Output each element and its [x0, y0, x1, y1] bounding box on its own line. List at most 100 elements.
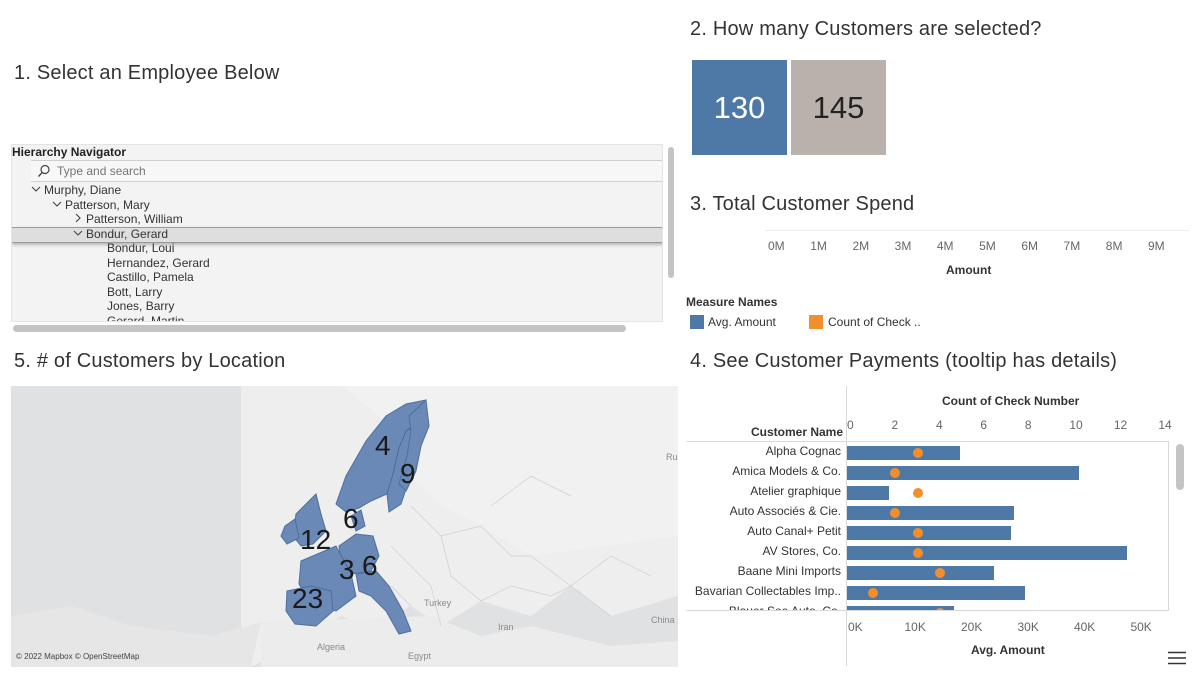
- map-count-denmark[interactable]: 6: [343, 503, 359, 534]
- avg-amount-bar[interactable]: [847, 446, 960, 460]
- map-count-switzerland[interactable]: 3: [339, 554, 355, 585]
- tree-row-label: Bondur, Loui: [107, 241, 175, 255]
- tree-row[interactable]: Bondur, Loui: [107, 241, 174, 256]
- tree-row[interactable]: Gerard, Martin: [107, 314, 184, 322]
- map-label-turkey: Turkey: [424, 598, 452, 608]
- tree-row-label: Patterson, William: [86, 212, 183, 226]
- bottom-axis-tick: 0K: [848, 620, 863, 634]
- tree-row[interactable]: Patterson, William: [75, 212, 183, 227]
- check-count-point[interactable]: [912, 528, 923, 538]
- avg-amount-bar[interactable]: [847, 566, 994, 580]
- customer-name-label[interactable]: Amica Models & Co.: [732, 464, 841, 478]
- map-label-iran: Iran: [498, 622, 514, 632]
- avg-amount-bar[interactable]: [847, 546, 1127, 560]
- spend-axis-tick: 4M: [936, 239, 954, 253]
- spend-axis-tick: 2M: [852, 239, 870, 253]
- map-count-sweden[interactable]: 4: [375, 430, 391, 461]
- top-axis-tick: 10: [1069, 418, 1083, 432]
- bottom-axis-tick: 10K: [904, 620, 926, 634]
- check-count-point[interactable]: [912, 488, 923, 498]
- customers-map[interactable]: 4 9 6 12 3 6 23 Turkey Iran Algeria Egyp…: [11, 386, 678, 667]
- check-count-point[interactable]: [912, 548, 923, 558]
- map-count-finland[interactable]: 9: [400, 458, 416, 489]
- map-attribution[interactable]: © 2022 Mapbox © OpenStreetMap: [16, 652, 140, 661]
- vertical-scrollbar[interactable]: [668, 147, 674, 278]
- kpi-total-customers-tile[interactable]: 145: [791, 60, 886, 155]
- customer-name-label[interactable]: Alpha Cognac: [765, 444, 841, 458]
- legend-title: Measure Names: [686, 295, 778, 309]
- avg-amount-bar[interactable]: [847, 506, 1014, 520]
- tree-row[interactable]: Bott, Larry: [107, 285, 162, 300]
- avg-amount-bar[interactable]: [847, 486, 889, 500]
- spend-axis-tick: 0M: [768, 239, 785, 253]
- tree-row[interactable]: Bondur, Gerard: [73, 227, 168, 242]
- customer-name-label[interactable]: Baane Mini Imports: [737, 564, 841, 578]
- tree-row[interactable]: Castillo, Pamela: [107, 270, 194, 285]
- kpi-total-customers-value: 145: [812, 89, 865, 125]
- bottom-axis-title: Avg. Amount: [971, 643, 1045, 657]
- customer-name-label[interactable]: Bavarian Collectables Imp..: [694, 584, 841, 598]
- hamburger-menu-icon[interactable]: [1167, 651, 1187, 665]
- chart-vertical-scrollbar[interactable]: [1176, 444, 1184, 490]
- customer-name-label[interactable]: Auto Canal+ Petit: [747, 524, 841, 538]
- chevron-down-icon[interactable]: [31, 184, 41, 194]
- legend-swatch-count-check: [809, 315, 823, 329]
- map-label-russia: Rus: [666, 452, 678, 462]
- customer-name-label[interactable]: AV Stores, Co.: [762, 544, 841, 558]
- legend-label-count-check[interactable]: Count of Check ..: [828, 315, 921, 329]
- y-axis-title: Customer Name: [751, 425, 844, 439]
- avg-amount-bar[interactable]: [847, 526, 1011, 540]
- hierarchy-search-input[interactable]: [57, 163, 457, 179]
- employee-section-title: 1. Select an Employee Below: [14, 62, 280, 84]
- check-count-point[interactable]: [890, 508, 901, 518]
- map-label-egypt: Egypt: [408, 651, 432, 661]
- avg-amount-bar[interactable]: [847, 586, 1025, 600]
- top-axis-tick: 8: [1024, 418, 1032, 432]
- map-count-spain[interactable]: 23: [292, 583, 324, 614]
- legend-swatch-avg-amount: [690, 315, 704, 329]
- tree-row[interactable]: Hernandez, Gerard: [107, 256, 210, 271]
- check-count-point[interactable]: [912, 448, 923, 458]
- tree-row[interactable]: Jones, Barry: [107, 299, 174, 314]
- top-axis-tick: 2: [891, 418, 899, 432]
- customer-name-label[interactable]: Atelier graphique: [750, 484, 841, 498]
- tree-row-label: Patterson, Mary: [65, 197, 150, 212]
- chevron-right-icon[interactable]: [73, 213, 83, 223]
- chart-bottom-divider: [686, 610, 1169, 611]
- check-count-point[interactable]: [934, 568, 945, 578]
- horizontal-scrollbar[interactable]: [13, 325, 626, 332]
- bottom-axis-tick: 40K: [1073, 620, 1096, 634]
- hierarchy-search[interactable]: [31, 160, 662, 182]
- avg-amount-bar[interactable]: [847, 466, 1079, 480]
- spend-axis-tick: 3M: [894, 239, 912, 253]
- check-count-point[interactable]: [890, 468, 901, 478]
- top-axis-tick: 6: [980, 418, 988, 432]
- tree-row-label: Murphy, Diane: [44, 183, 122, 197]
- bar-chart-area[interactable]: Alpha Cognac Amica Models & Co. Atelier gr…: [686, 442, 1168, 610]
- top-axis-title: Count of Check Number: [942, 394, 1080, 408]
- top-axis-tick: 0: [847, 418, 854, 432]
- hierarchy-navigator: Hierarchy Navigator Murphy, DianePatters…: [11, 144, 678, 334]
- kpi-customers-tile[interactable]: 130: [692, 60, 787, 155]
- avg-amount-bar[interactable]: [847, 606, 955, 610]
- bottom-axis-tick: 30K: [1017, 620, 1039, 634]
- spend-section-title: 3. Total Customer Spend: [690, 193, 915, 215]
- spend-axis-tick: 9M: [1148, 239, 1165, 253]
- map-count-uk[interactable]: 12: [300, 524, 332, 555]
- tree-row[interactable]: Murphy, Diane: [31, 183, 122, 198]
- customer-name-label[interactable]: Blauer See Auto, Co.: [729, 604, 841, 610]
- tree-row-label: Jones, Barry: [107, 299, 175, 313]
- selected-row-highlight: [12, 227, 662, 243]
- spend-axis-tick: 6M: [1021, 239, 1038, 253]
- tree-row[interactable]: Patterson, Mary: [52, 197, 150, 213]
- customer-name-label[interactable]: Auto Associés & Cie.: [729, 504, 841, 518]
- tree-row-label: Hernandez, Gerard: [107, 255, 210, 270]
- chevron-down-icon[interactable]: [73, 228, 83, 238]
- check-count-point[interactable]: [868, 588, 879, 598]
- top-axis-tick: 14: [1158, 418, 1172, 432]
- check-count-point[interactable]: [934, 608, 945, 610]
- legend-label-avg-amount[interactable]: Avg. Amount: [708, 315, 776, 329]
- top-axis-tick: 12: [1113, 418, 1128, 432]
- chevron-down-icon[interactable]: [52, 199, 62, 209]
- map-count-germany[interactable]: 6: [362, 550, 378, 581]
